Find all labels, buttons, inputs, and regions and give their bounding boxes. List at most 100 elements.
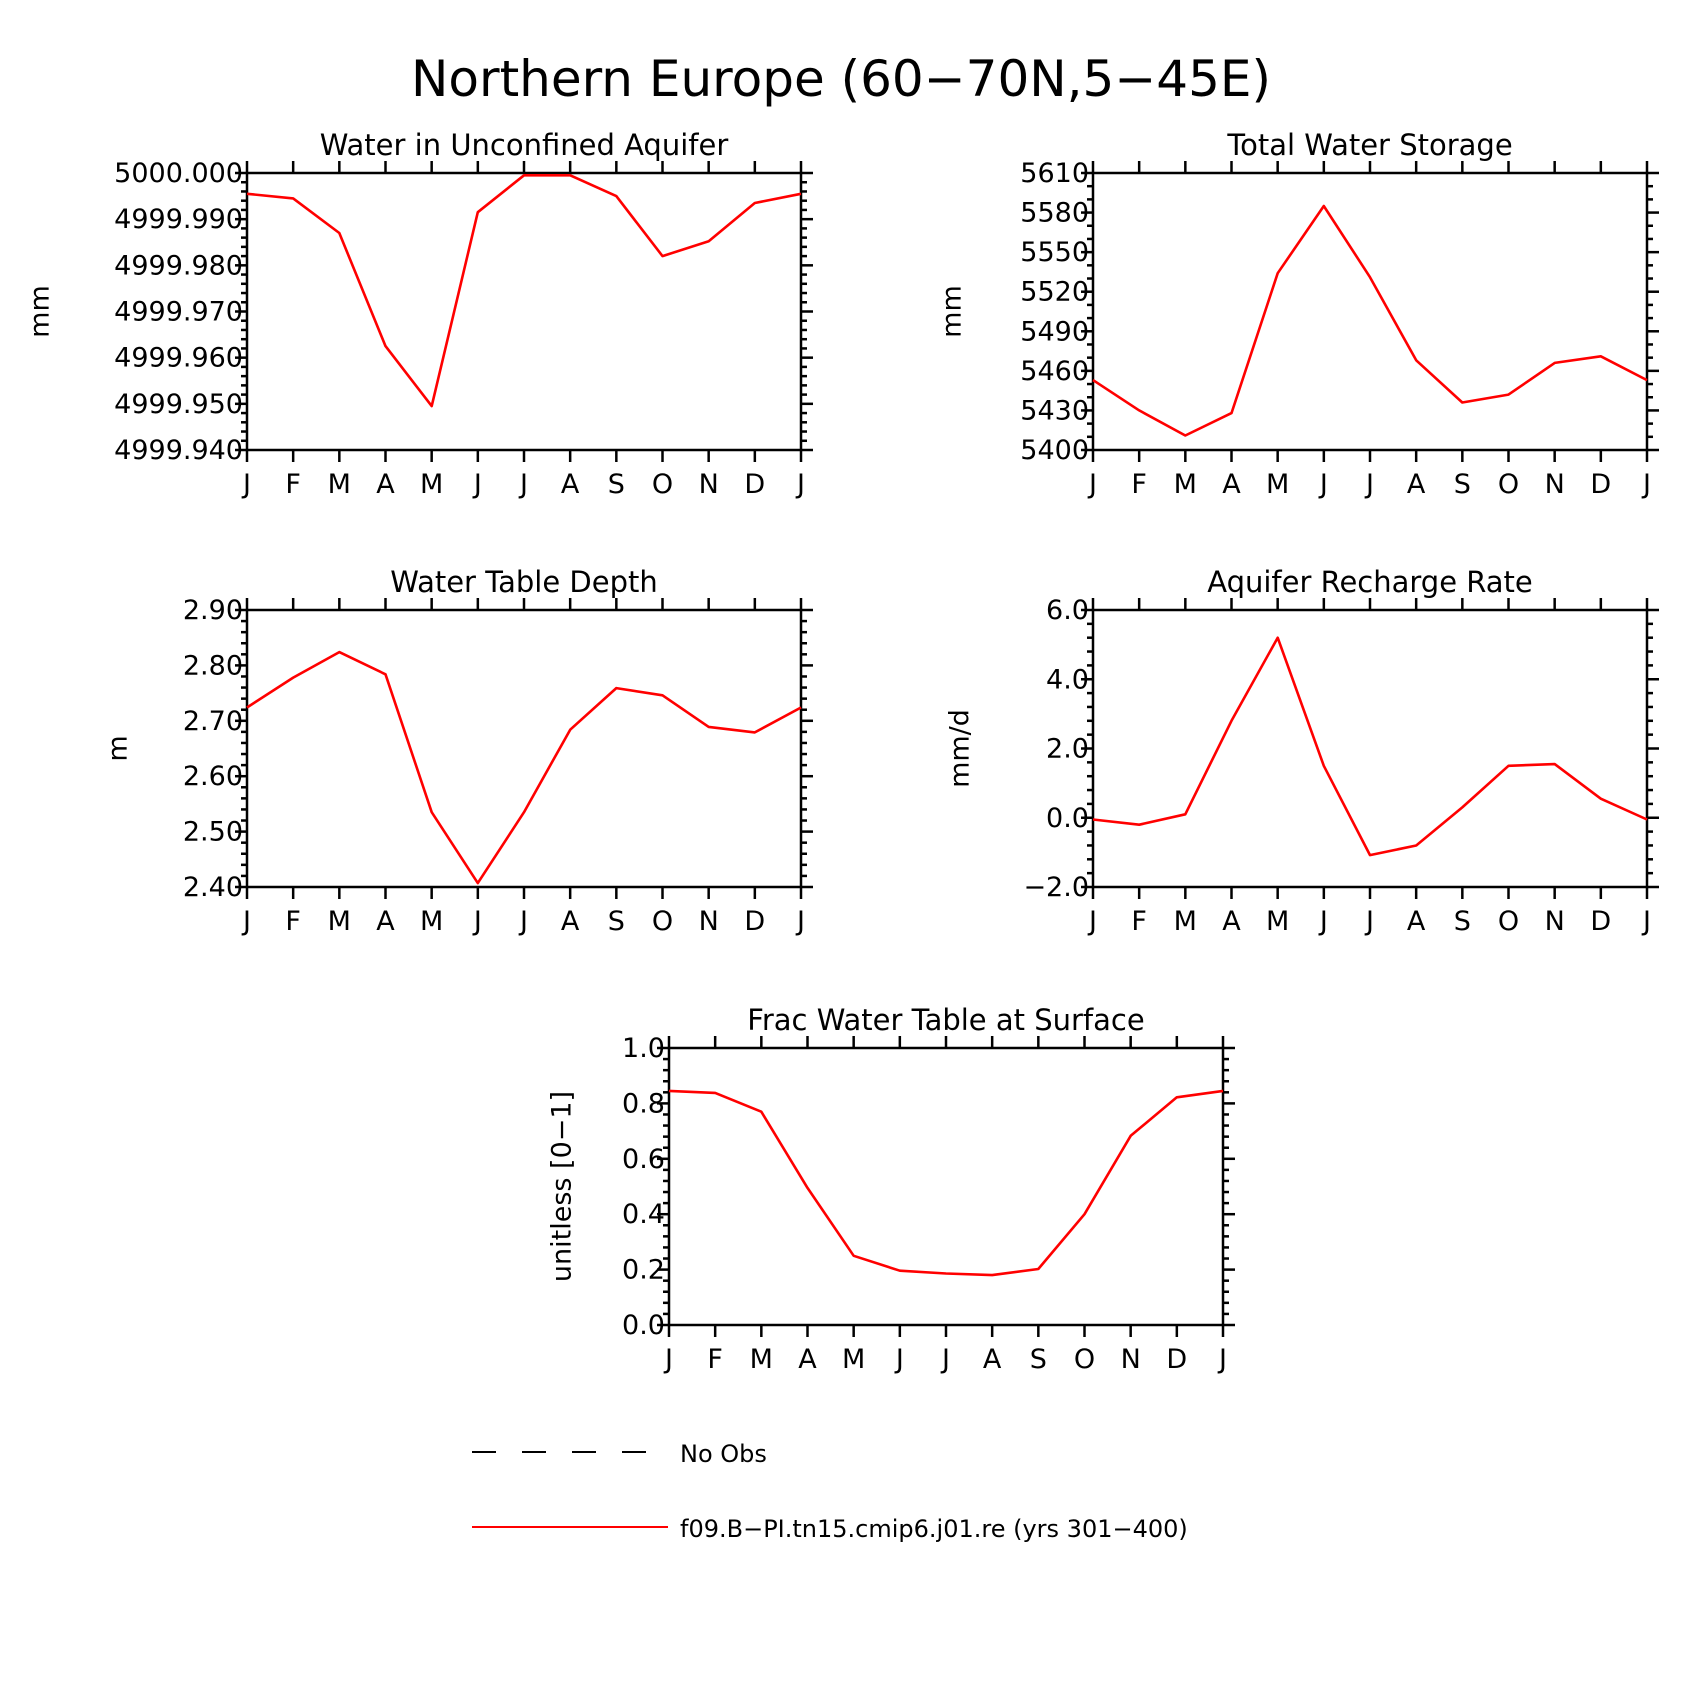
y-tick-label: 5550: [1020, 237, 1089, 268]
y-axis-label: mm: [25, 285, 56, 338]
x-tick-label: A: [561, 906, 580, 937]
y-tick-label: 4999.950: [114, 389, 243, 420]
x-tick-label: A: [376, 906, 395, 937]
x-tick-label: J: [894, 1344, 904, 1375]
x-tick-label: N: [699, 906, 719, 937]
y-tick-label: 2.90: [183, 595, 243, 626]
x-tick-label: J: [1318, 469, 1328, 500]
y-tick-label: 5580: [1020, 198, 1089, 229]
x-tick-label: J: [1087, 469, 1097, 500]
y-tick-label: 2.0: [1046, 734, 1089, 765]
y-tick-label: 0.4: [622, 1199, 665, 1230]
x-tick-label: D: [744, 469, 765, 500]
x-tick-label: J: [518, 469, 528, 500]
x-tick-label: J: [663, 1344, 673, 1375]
x-tick-label: J: [1364, 469, 1374, 500]
x-tick-label: M: [842, 1344, 865, 1375]
x-tick-label: A: [983, 1344, 1002, 1375]
y-tick-label: 0.6: [622, 1144, 665, 1175]
x-tick-label: M: [328, 469, 351, 500]
x-tick-label: M: [328, 906, 351, 937]
x-tick-label: N: [1545, 469, 1565, 500]
x-tick-label: A: [1222, 469, 1241, 500]
x-tick-label: A: [1222, 906, 1241, 937]
x-tick-label: O: [1498, 906, 1519, 937]
x-tick-label: J: [1641, 469, 1651, 500]
x-tick-label: S: [608, 469, 625, 500]
x-tick-label: S: [1030, 1344, 1047, 1375]
y-tick-label: −2.0: [1023, 872, 1089, 903]
y-tick-label: 2.60: [183, 761, 243, 792]
y-tick-label: 4.0: [1046, 664, 1089, 695]
x-tick-label: F: [285, 469, 301, 500]
y-tick-label: 5000.000: [114, 158, 243, 189]
y-tick-label: 5610: [1020, 158, 1089, 189]
x-tick-label: F: [285, 906, 301, 937]
y-tick-label: 5490: [1020, 316, 1089, 347]
x-tick-label: N: [1121, 1344, 1141, 1375]
x-tick-label: J: [1318, 906, 1328, 937]
x-tick-label: A: [376, 469, 395, 500]
y-tick-label: 2.50: [183, 817, 243, 848]
series-line: [1092, 204, 1648, 437]
x-tick-label: D: [1166, 1344, 1187, 1375]
x-tick-label: D: [1590, 906, 1611, 937]
y-tick-label: 6.0: [1046, 595, 1089, 626]
x-tick-label: J: [795, 469, 805, 500]
x-tick-label: J: [241, 906, 251, 937]
x-tick-label: A: [1407, 469, 1426, 500]
x-tick-label: J: [1641, 906, 1651, 937]
legend-model-label: f09.B−PI.tn15.cmip6.j01.re (yrs 301−400): [680, 1515, 1188, 1543]
y-tick-label: 4999.960: [114, 343, 243, 374]
x-tick-label: J: [1217, 1344, 1227, 1375]
y-tick-label: 4999.980: [114, 250, 243, 281]
x-tick-label: J: [795, 906, 805, 937]
x-tick-label: F: [707, 1344, 723, 1375]
plot-frame: [245, 171, 803, 452]
y-axis-label: unitless [0−1]: [547, 1091, 578, 1282]
x-tick-label: J: [518, 906, 528, 937]
x-tick-label: N: [699, 469, 719, 500]
y-tick-label: 5400: [1020, 435, 1089, 466]
x-tick-label: N: [1545, 906, 1565, 937]
y-axis-label: mm/d: [945, 709, 976, 788]
x-tick-label: M: [420, 906, 443, 937]
x-tick-label: J: [472, 906, 482, 937]
panel-title: Total Water Storage: [1226, 128, 1512, 162]
plot-frame: [1091, 608, 1649, 889]
y-tick-label: 0.0: [622, 1310, 665, 1341]
y-tick-label: 4999.970: [114, 297, 243, 328]
y-tick-label: 0.2: [622, 1255, 665, 1286]
x-tick-label: J: [241, 469, 251, 500]
x-tick-label: A: [561, 469, 580, 500]
x-tick-label: M: [1174, 906, 1197, 937]
x-tick-label: S: [1454, 469, 1471, 500]
y-tick-label: 2.40: [183, 872, 243, 903]
x-tick-label: O: [1498, 469, 1519, 500]
plot-frame: [245, 608, 803, 889]
x-tick-label: F: [1131, 469, 1147, 500]
x-tick-label: J: [940, 1344, 950, 1375]
series-line: [246, 174, 802, 408]
series-line: [1092, 636, 1648, 857]
x-tick-label: A: [798, 1344, 817, 1375]
legend: No Obs f09.B−PI.tn15.cmip6.j01.re (yrs 3…: [472, 1440, 1188, 1543]
x-tick-label: J: [1087, 906, 1097, 937]
x-tick-label: M: [1266, 469, 1289, 500]
x-tick-label: O: [1074, 1344, 1095, 1375]
y-tick-label: 2.70: [183, 706, 243, 737]
x-tick-label: M: [1174, 469, 1197, 500]
x-tick-label: O: [652, 469, 673, 500]
y-tick-label: 5430: [1020, 395, 1089, 426]
figure-title: Northern Europe (60−70N,5−45E): [411, 50, 1271, 108]
y-tick-label: 5460: [1020, 356, 1089, 387]
y-tick-label: 1.0: [622, 1033, 665, 1064]
plot-frame: [667, 1046, 1225, 1327]
y-tick-label: 4999.940: [114, 435, 243, 466]
